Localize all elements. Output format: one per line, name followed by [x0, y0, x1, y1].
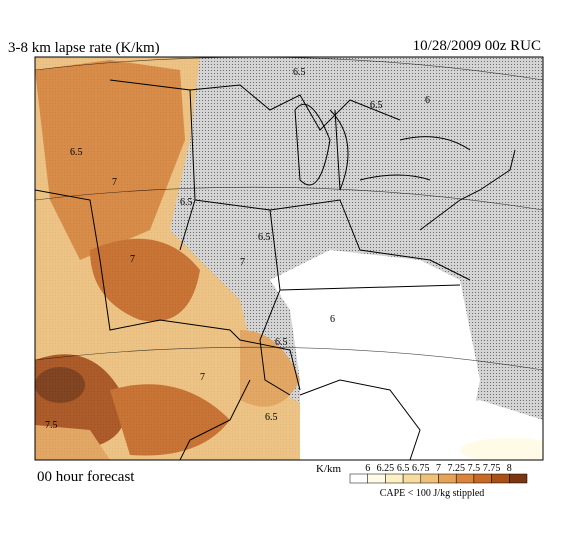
colorbar-box [473, 473, 492, 484]
contour-label: 6.5 [70, 147, 83, 158]
contour-label: 6 [330, 314, 335, 325]
lapse-shading [35, 57, 330, 460]
contour-label: 7 [112, 177, 117, 188]
stipple-note: CAPE < 100 J/kg stippled [380, 488, 485, 499]
contour-label: 7 [130, 254, 135, 265]
colorbar-tick-label: 7.5 [468, 463, 481, 474]
contour-label: 6.5 [180, 197, 193, 208]
colorbar-tick-label: 7 [436, 463, 441, 474]
contour-label: 6.5 [293, 67, 306, 78]
contour-label: 6.5 [258, 232, 271, 243]
forecast-label: 00 hour forecast [37, 469, 135, 485]
colorbar-box [438, 473, 457, 484]
colorbar-box [367, 473, 386, 484]
no-stipple-area [300, 380, 543, 460]
colorbar-tick-label: 7.25 [447, 463, 465, 474]
contour-label: 6.5 [265, 412, 278, 423]
map-frame [34, 56, 544, 461]
colorbar: 6 6.25 6.5 6.75 7 7.25 7.5 7.75 8 [349, 463, 528, 484]
contour-label: 7 [240, 257, 245, 268]
colorbar-unit: K/km [316, 463, 342, 475]
contour-label: 6.5 [370, 100, 383, 111]
colorbar-box [349, 473, 368, 484]
colorbar-tick-label: 8 [507, 463, 512, 474]
colorbar-tick-label: 6.75 [412, 463, 430, 474]
colorbar-tick-label: 6.5 [397, 463, 410, 474]
title: 3-8 km lapse rate (K/km) [8, 40, 160, 56]
contour-labels: 6.5 6.5 6 6.5 7 6.5 7 7 6.5 6 6.5 7 7.5 6.5 [45, 67, 430, 431]
colorbar-box [509, 473, 528, 484]
map: 6.5 6.5 6 6.5 7 6.5 7 7 6.5 6 6.5 7 7.5 6.5 [35, 57, 543, 460]
contour-label: 6.5 [275, 337, 288, 348]
contour-label: 7 [200, 372, 205, 383]
valid-time: 10/28/2009 00z RUC [413, 38, 541, 54]
graticule [35, 57, 543, 371]
colorbar-box [420, 473, 439, 484]
colorbar-tick-label: 7.75 [483, 463, 501, 474]
contour-label: 7.5 [45, 420, 58, 431]
colorbar-tick-label: 6.25 [377, 463, 395, 474]
contour-label: 6 [425, 95, 430, 106]
colorbar-box [385, 473, 404, 484]
colorbar-box [491, 473, 510, 484]
borders [35, 79, 516, 460]
colorbar-tick-label: 6 [365, 463, 370, 474]
colorbar-box [455, 473, 475, 484]
colorbar-box [402, 473, 422, 484]
light-shading [460, 438, 543, 460]
